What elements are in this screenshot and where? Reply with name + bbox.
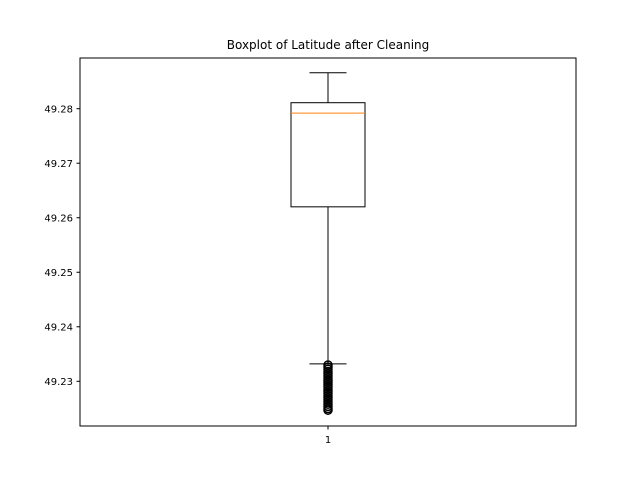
y-tick-label: 49.23 bbox=[44, 377, 73, 388]
plot-area bbox=[290, 72, 366, 415]
x-tick-label: 1 bbox=[325, 435, 331, 446]
box-iqr bbox=[290, 102, 366, 208]
y-tick-label: 49.28 bbox=[44, 104, 73, 115]
y-tick-label: 49.26 bbox=[44, 213, 73, 224]
y-tick-label: 49.25 bbox=[44, 268, 73, 279]
y-tick-label: 49.27 bbox=[44, 159, 73, 170]
y-axis: 49.23 49.24 49.25 49.26 49.27 49.28 bbox=[44, 104, 80, 388]
x-axis: 1 bbox=[325, 426, 331, 446]
chart-title: Boxplot of Latitude after Cleaning bbox=[227, 38, 430, 52]
y-tick-label: 49.24 bbox=[44, 322, 73, 333]
